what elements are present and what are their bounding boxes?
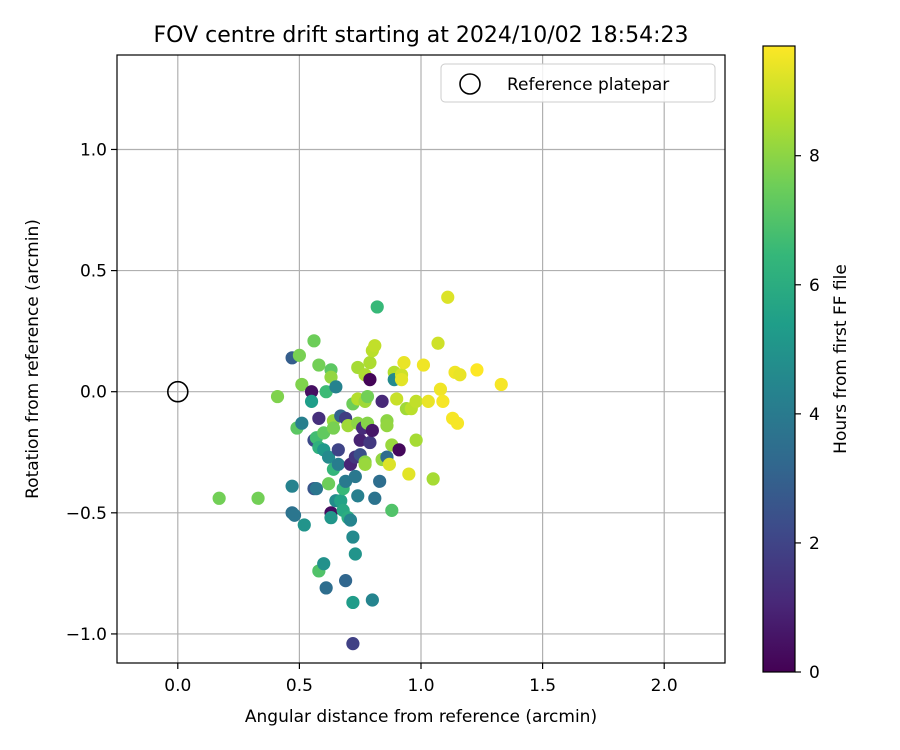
data-point (317, 426, 331, 440)
data-point (409, 433, 423, 447)
y-tick-label: −0.5 (66, 504, 107, 524)
data-point (368, 491, 382, 505)
data-point (453, 368, 467, 382)
data-point (390, 392, 404, 406)
data-point (370, 300, 384, 314)
data-point (329, 380, 343, 394)
data-point (346, 595, 360, 610)
data-point (331, 457, 345, 471)
legend-entry-label: Reference platepar (507, 75, 669, 95)
colorbar-tick-label: 4 (809, 405, 820, 425)
legend: Reference platepar (440, 63, 716, 103)
colorbar: 0 2 4 6 8 Hours from first FF file (762, 45, 851, 683)
data-point (436, 394, 450, 408)
colorbar-gradient (762, 45, 796, 673)
data-point (312, 358, 326, 372)
data-point (382, 457, 396, 471)
colorbar-ticks: 0 2 4 6 8 (795, 147, 820, 683)
data-point (348, 547, 362, 561)
data-point (331, 443, 345, 457)
colorbar-tick-label: 8 (809, 147, 820, 167)
data-point (450, 416, 465, 430)
data-point (297, 518, 311, 532)
data-point (348, 469, 362, 484)
x-tick-label: 1.5 (529, 676, 556, 696)
colorbar-tick-label: 6 (809, 276, 820, 296)
data-point (431, 336, 445, 350)
reference-point-marker (167, 380, 189, 403)
data-point (351, 489, 365, 503)
x-axis-label: Angular distance from reference (arcmin) (245, 707, 597, 727)
y-tick-label: 0.0 (80, 383, 107, 403)
data-point (363, 356, 377, 370)
data-point (295, 377, 309, 392)
x-tick-label: 1.0 (407, 676, 434, 696)
data-point (309, 481, 324, 496)
data-point (339, 574, 353, 588)
colorbar-tick-label: 2 (809, 534, 820, 554)
data-point (287, 508, 302, 522)
data-point (392, 443, 406, 457)
x-tick-label: 0.5 (286, 676, 313, 696)
data-point (324, 511, 338, 525)
data-point (397, 356, 411, 370)
data-point (292, 348, 306, 362)
data-point (307, 334, 321, 348)
data-point (212, 491, 226, 505)
y-tick-label: 0.5 (80, 262, 107, 282)
data-point (416, 358, 431, 372)
data-point (321, 450, 336, 464)
data-point (426, 472, 440, 486)
data-point (270, 389, 285, 404)
colorbar-label: Hours from first FF file (831, 264, 851, 454)
data-point (321, 477, 336, 491)
data-point (317, 557, 331, 571)
legend-marker-icon (459, 73, 481, 95)
data-point (441, 290, 455, 304)
chart-title: FOV centre drift starting at 2024/10/02 … (154, 23, 689, 48)
legend-box (440, 63, 716, 103)
y-axis-ticks: −1.0 −0.5 0.0 0.5 1.0 (66, 140, 117, 645)
data-point (360, 389, 375, 404)
data-point (295, 416, 309, 430)
data-point (363, 435, 377, 450)
data-point (409, 394, 423, 408)
data-points (212, 290, 508, 651)
data-point (304, 385, 319, 399)
x-tick-label: 0.0 (164, 676, 191, 696)
data-point (346, 637, 360, 651)
data-point (368, 339, 382, 353)
x-tick-label: 2.0 (651, 676, 678, 696)
data-point (380, 419, 394, 433)
data-point (358, 457, 372, 471)
data-point (494, 377, 508, 392)
y-tick-label: 1.0 (80, 140, 107, 160)
data-point (394, 372, 409, 387)
data-point (326, 421, 341, 435)
y-tick-label: −1.0 (66, 625, 107, 645)
data-point (365, 423, 379, 438)
data-point (339, 474, 353, 488)
data-point (375, 394, 389, 408)
data-point (346, 530, 360, 544)
data-point (343, 513, 358, 527)
data-point (251, 491, 265, 505)
data-point (312, 411, 326, 425)
data-point (385, 503, 399, 517)
data-point (365, 593, 379, 607)
data-point (363, 372, 377, 387)
data-point (470, 363, 484, 377)
y-axis-label: Rotation from reference (arcmin) (23, 219, 43, 499)
data-point (285, 479, 299, 493)
data-point (304, 394, 319, 408)
data-point (319, 385, 333, 399)
data-point (433, 382, 448, 396)
data-point (421, 394, 435, 408)
x-axis-ticks: 0.0 0.5 1.0 1.5 2.0 (164, 663, 678, 696)
data-point (373, 474, 387, 488)
data-point (402, 467, 416, 481)
colorbar-tick-label: 0 (809, 663, 820, 683)
data-point (319, 581, 333, 595)
